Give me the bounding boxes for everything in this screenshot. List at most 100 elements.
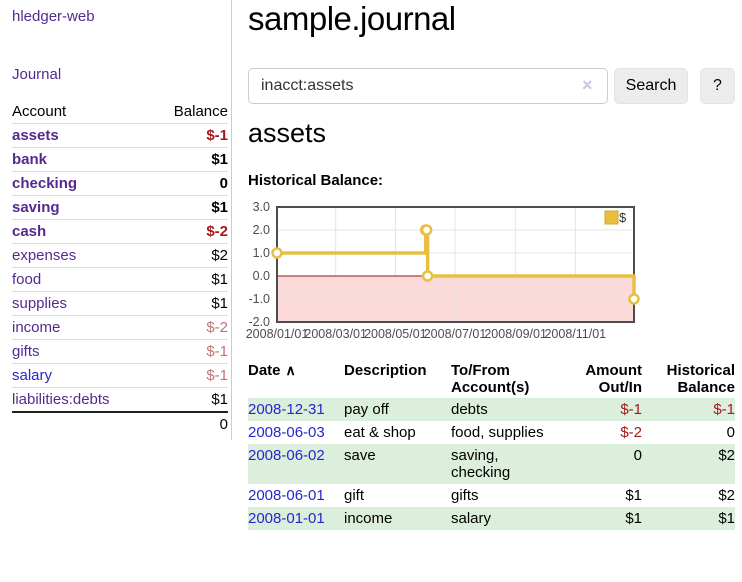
account-balance: $2	[150, 243, 228, 268]
legend-swatch	[604, 210, 619, 225]
account-row: gifts $-1	[12, 339, 228, 364]
sidebar-item-journal[interactable]: Journal	[12, 66, 62, 83]
table-row: 2008-06-02 save saving, checking 0 $2	[248, 444, 735, 484]
table-row: 2008-06-03 eat & shop food, supplies $-2 0	[248, 421, 735, 444]
plot-border	[276, 206, 635, 323]
account-balance: $-2	[150, 219, 228, 244]
x-tick-label: 2008/03/01	[304, 327, 367, 341]
register-accounts: salary	[451, 510, 492, 527]
register-accounts: saving, checking	[451, 447, 511, 481]
data-point-marker	[271, 247, 283, 259]
table-row: 2008-06-01 gift gifts $1 $2	[248, 484, 735, 507]
account-link[interactable]: supplies	[12, 295, 68, 312]
table-row: 2008-01-01 income salary $1 $1	[248, 507, 735, 530]
register-balance: $2	[718, 487, 735, 504]
account-balance: $1	[150, 387, 228, 413]
register-description: eat & shop	[344, 424, 416, 441]
account-link[interactable]: bank	[12, 151, 48, 168]
register-description: gift	[344, 487, 365, 504]
register-header-balance: Historical Balance	[666, 362, 735, 396]
search-form: × Search ?	[248, 68, 735, 104]
y-tick-label: 2.0	[253, 223, 270, 237]
x-tick-label: 2008/01/01	[246, 327, 309, 341]
search-button[interactable]: Search	[614, 68, 688, 104]
register-accounts: debts	[451, 401, 488, 418]
account-link[interactable]: gifts	[12, 343, 40, 360]
account-balance: $-1	[150, 339, 228, 364]
register-balance: $2	[718, 447, 735, 464]
accounts-table: Account Balance assets $-1 bank $1 checking 0…	[12, 100, 228, 436]
register-table-body: 2008-12-31 pay off debts $-1 $-1 2008-06-03 ea…	[248, 398, 735, 530]
clear-search-icon[interactable]: ×	[582, 75, 593, 95]
account-balance: $-2	[150, 315, 228, 340]
sidebar: hledger-web Journal Account Balance asse…	[0, 0, 232, 440]
account-row: checking 0	[12, 171, 228, 196]
account-link[interactable]: food	[12, 271, 42, 288]
data-point-marker	[628, 293, 640, 305]
register-accounts: food, supplies	[451, 424, 544, 441]
app-brand-link[interactable]: hledger-web	[12, 8, 95, 25]
historical-balance-chart: 3.0 2.0 1.0 0.0 -1.0 -2.02008/01/012008/03/01…	[246, 200, 640, 341]
register-header-accounts: To/From Account(s)	[451, 362, 530, 396]
search-input[interactable]	[248, 68, 608, 104]
register-header-amount: Amount Out/In	[585, 362, 642, 396]
register-header-date[interactable]: Date ∧	[248, 362, 296, 379]
account-link[interactable]: cash	[12, 223, 47, 240]
account-row: bank $1	[12, 147, 228, 172]
account-balance: $1	[150, 147, 228, 172]
register-balance: $-1	[713, 401, 735, 418]
x-tick-label: 2008/11/01	[544, 327, 606, 341]
y-tick-label: -1.0	[248, 292, 270, 306]
accounts-header-account: Account	[12, 100, 151, 124]
table-row: 2008-12-31 pay off debts $-1 $-1	[248, 398, 735, 421]
account-link[interactable]: liabilities:debts	[12, 391, 110, 408]
register-accounts: gifts	[451, 487, 479, 504]
register-date-link[interactable]: 2008-06-03	[248, 424, 325, 441]
accounts-table-body: assets $-1 bank $1 checking 0 saving $1 cash $-2 e…	[12, 123, 228, 413]
account-row: cash $-2	[12, 219, 228, 244]
register-header-description: Description	[344, 362, 427, 379]
register-table: Date ∧ Description To/From Account(s) Amo…	[248, 360, 735, 530]
account-link[interactable]: income	[12, 319, 61, 336]
y-tick-label: 0.0	[253, 269, 270, 283]
account-row: salary $-1	[12, 363, 228, 388]
register-amount: $-2	[620, 424, 642, 441]
register-date-link[interactable]: 2008-01-01	[248, 510, 325, 527]
register-date-link[interactable]: 2008-06-01	[248, 487, 325, 504]
account-link[interactable]: assets	[12, 127, 59, 144]
account-row: food $1	[12, 267, 228, 292]
account-row: expenses $2	[12, 243, 228, 268]
account-link[interactable]: expenses	[12, 247, 77, 264]
account-balance: $-1	[150, 363, 228, 388]
register-description: income	[344, 510, 393, 527]
register-date-link[interactable]: 2008-12-31	[248, 401, 325, 418]
account-balance: 0	[150, 171, 228, 196]
account-link[interactable]: saving	[12, 199, 60, 216]
account-row: supplies $1	[12, 291, 228, 316]
accounts-total-value: 0	[150, 411, 228, 436]
register-description: pay off	[344, 401, 389, 418]
legend-label: $	[619, 210, 627, 225]
register-date-link[interactable]: 2008-06-02	[248, 447, 325, 464]
help-button[interactable]: ?	[700, 68, 735, 104]
account-row: liabilities:debts $1	[12, 387, 228, 413]
account-balance: $-1	[150, 123, 228, 148]
x-tick-label: 2008/07/01	[424, 327, 487, 341]
page-title: sample.journal	[248, 0, 456, 37]
register-amount: 0	[633, 447, 642, 464]
account-row: assets $-1	[12, 123, 228, 148]
register-amount: $1	[625, 487, 642, 504]
register-balance: 0	[726, 424, 735, 441]
data-point-marker	[421, 270, 434, 282]
account-link[interactable]: salary	[12, 367, 53, 384]
account-heading: assets	[248, 118, 327, 148]
chart-label: Historical Balance:	[248, 172, 384, 189]
register-description: save	[344, 447, 376, 464]
x-tick-label: 2008/09/01	[484, 327, 547, 341]
account-row: income $-2	[12, 315, 228, 340]
y-tick-label: -2.0	[248, 315, 270, 329]
account-link[interactable]: checking	[12, 175, 78, 192]
main-panel: sample.journal × Search ? assets Histori…	[246, 0, 735, 582]
account-balance: $1	[150, 291, 228, 316]
data-point-marker	[420, 224, 433, 236]
